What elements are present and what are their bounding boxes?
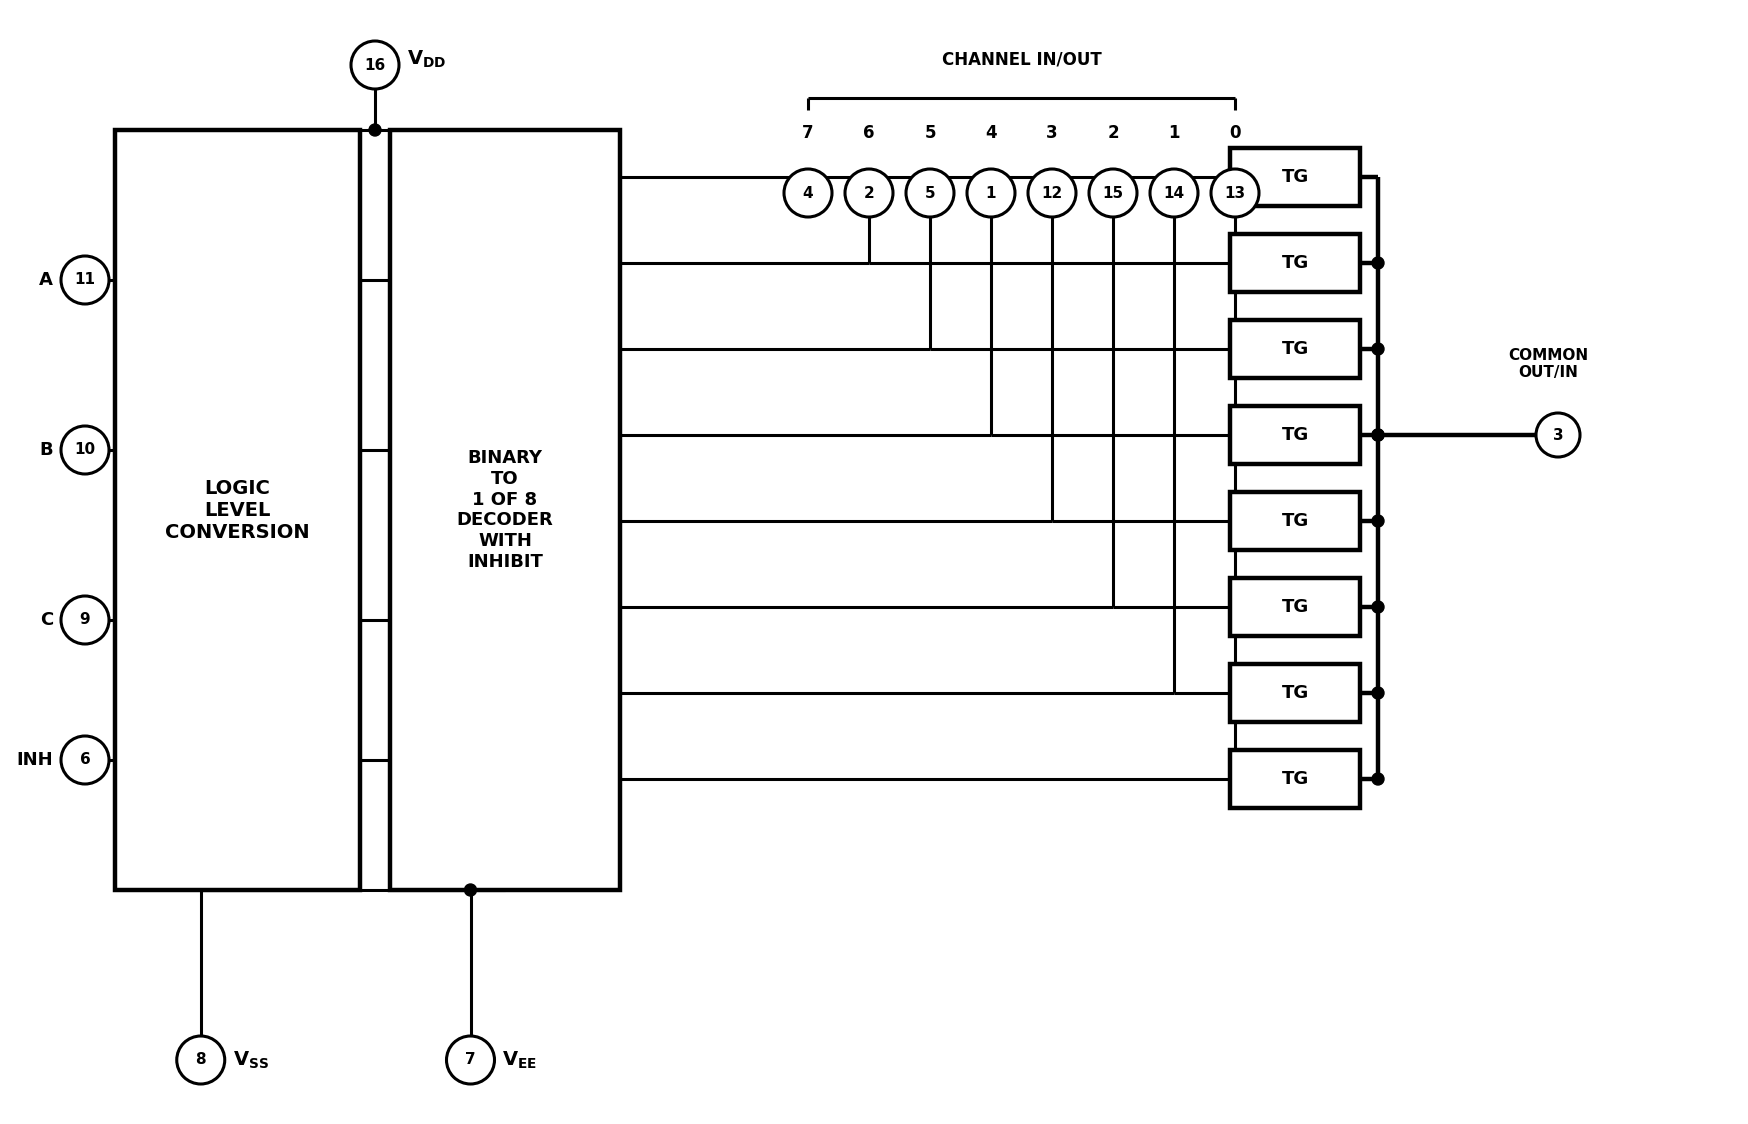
Bar: [1231, 148, 1360, 206]
Text: 8: 8: [196, 1052, 206, 1068]
Circle shape: [905, 169, 954, 217]
Text: 5: 5: [925, 124, 935, 142]
Circle shape: [446, 1036, 495, 1084]
Bar: [1231, 234, 1360, 292]
Text: 2: 2: [864, 185, 874, 200]
Text: TG: TG: [1281, 254, 1309, 272]
Text: TG: TG: [1281, 339, 1309, 359]
Text: 6: 6: [864, 124, 874, 142]
Circle shape: [177, 1036, 225, 1084]
Circle shape: [1372, 429, 1384, 441]
Text: BINARY
TO
1 OF 8
DECODER
WITH
INHIBIT: BINARY TO 1 OF 8 DECODER WITH INHIBIT: [456, 448, 554, 571]
Text: V$_\mathregular{DD}$: V$_\mathregular{DD}$: [407, 48, 446, 70]
Bar: [390, 130, 621, 890]
Text: 0: 0: [1229, 124, 1241, 142]
Circle shape: [1150, 169, 1197, 217]
Text: 16: 16: [364, 57, 386, 73]
Text: 10: 10: [75, 443, 96, 457]
Text: 6: 6: [80, 752, 91, 768]
Text: CHANNEL IN/OUT: CHANNEL IN/OUT: [942, 51, 1101, 69]
Circle shape: [1211, 169, 1259, 217]
Bar: [1231, 320, 1360, 378]
Circle shape: [1372, 515, 1384, 527]
Bar: [1231, 664, 1360, 722]
Text: TG: TG: [1281, 167, 1309, 185]
Text: LOGIC
LEVEL
CONVERSION: LOGIC LEVEL CONVERSION: [166, 479, 309, 542]
Text: 3: 3: [1552, 427, 1563, 443]
Text: 7: 7: [465, 1052, 475, 1068]
Text: INH: INH: [16, 751, 52, 769]
Text: 11: 11: [75, 272, 96, 288]
Circle shape: [1372, 687, 1384, 699]
Text: B: B: [40, 441, 52, 459]
Bar: [1231, 750, 1360, 808]
Circle shape: [1028, 169, 1077, 217]
Text: 9: 9: [80, 613, 91, 627]
Text: 3: 3: [1047, 124, 1058, 142]
Text: 7: 7: [802, 124, 815, 142]
Text: 14: 14: [1164, 185, 1185, 200]
Text: 4: 4: [802, 185, 813, 200]
Text: COMMON
OUT/IN: COMMON OUT/IN: [1509, 347, 1589, 380]
Circle shape: [61, 736, 108, 785]
Circle shape: [967, 169, 1016, 217]
Circle shape: [1372, 257, 1384, 269]
Circle shape: [369, 124, 381, 136]
Text: 15: 15: [1103, 185, 1124, 200]
Text: 12: 12: [1042, 185, 1063, 200]
Bar: [1231, 406, 1360, 464]
Circle shape: [1536, 413, 1580, 457]
Text: 1: 1: [1168, 124, 1180, 142]
Text: 2: 2: [1106, 124, 1119, 142]
Circle shape: [61, 256, 108, 303]
Bar: [1231, 578, 1360, 636]
Bar: [115, 130, 360, 890]
Circle shape: [465, 883, 477, 896]
Text: TG: TG: [1281, 513, 1309, 531]
Text: TG: TG: [1281, 426, 1309, 444]
Circle shape: [1372, 343, 1384, 355]
Text: 4: 4: [986, 124, 996, 142]
Text: 13: 13: [1224, 185, 1246, 200]
Text: 5: 5: [925, 185, 935, 200]
Text: A: A: [38, 271, 52, 289]
Circle shape: [1372, 429, 1384, 441]
Text: V$_\mathregular{EE}$: V$_\mathregular{EE}$: [502, 1050, 537, 1071]
Text: C: C: [40, 611, 52, 629]
Text: TG: TG: [1281, 770, 1309, 788]
Circle shape: [1372, 773, 1384, 785]
Text: 1: 1: [986, 185, 996, 200]
Circle shape: [1372, 601, 1384, 613]
Circle shape: [61, 426, 108, 474]
Bar: [1231, 492, 1360, 550]
Text: TG: TG: [1281, 598, 1309, 616]
Circle shape: [1089, 169, 1136, 217]
Text: TG: TG: [1281, 685, 1309, 702]
Circle shape: [351, 40, 399, 89]
Circle shape: [844, 169, 893, 217]
Circle shape: [61, 596, 108, 644]
Text: V$_\mathregular{SS}$: V$_\mathregular{SS}$: [232, 1050, 269, 1071]
Circle shape: [785, 169, 832, 217]
